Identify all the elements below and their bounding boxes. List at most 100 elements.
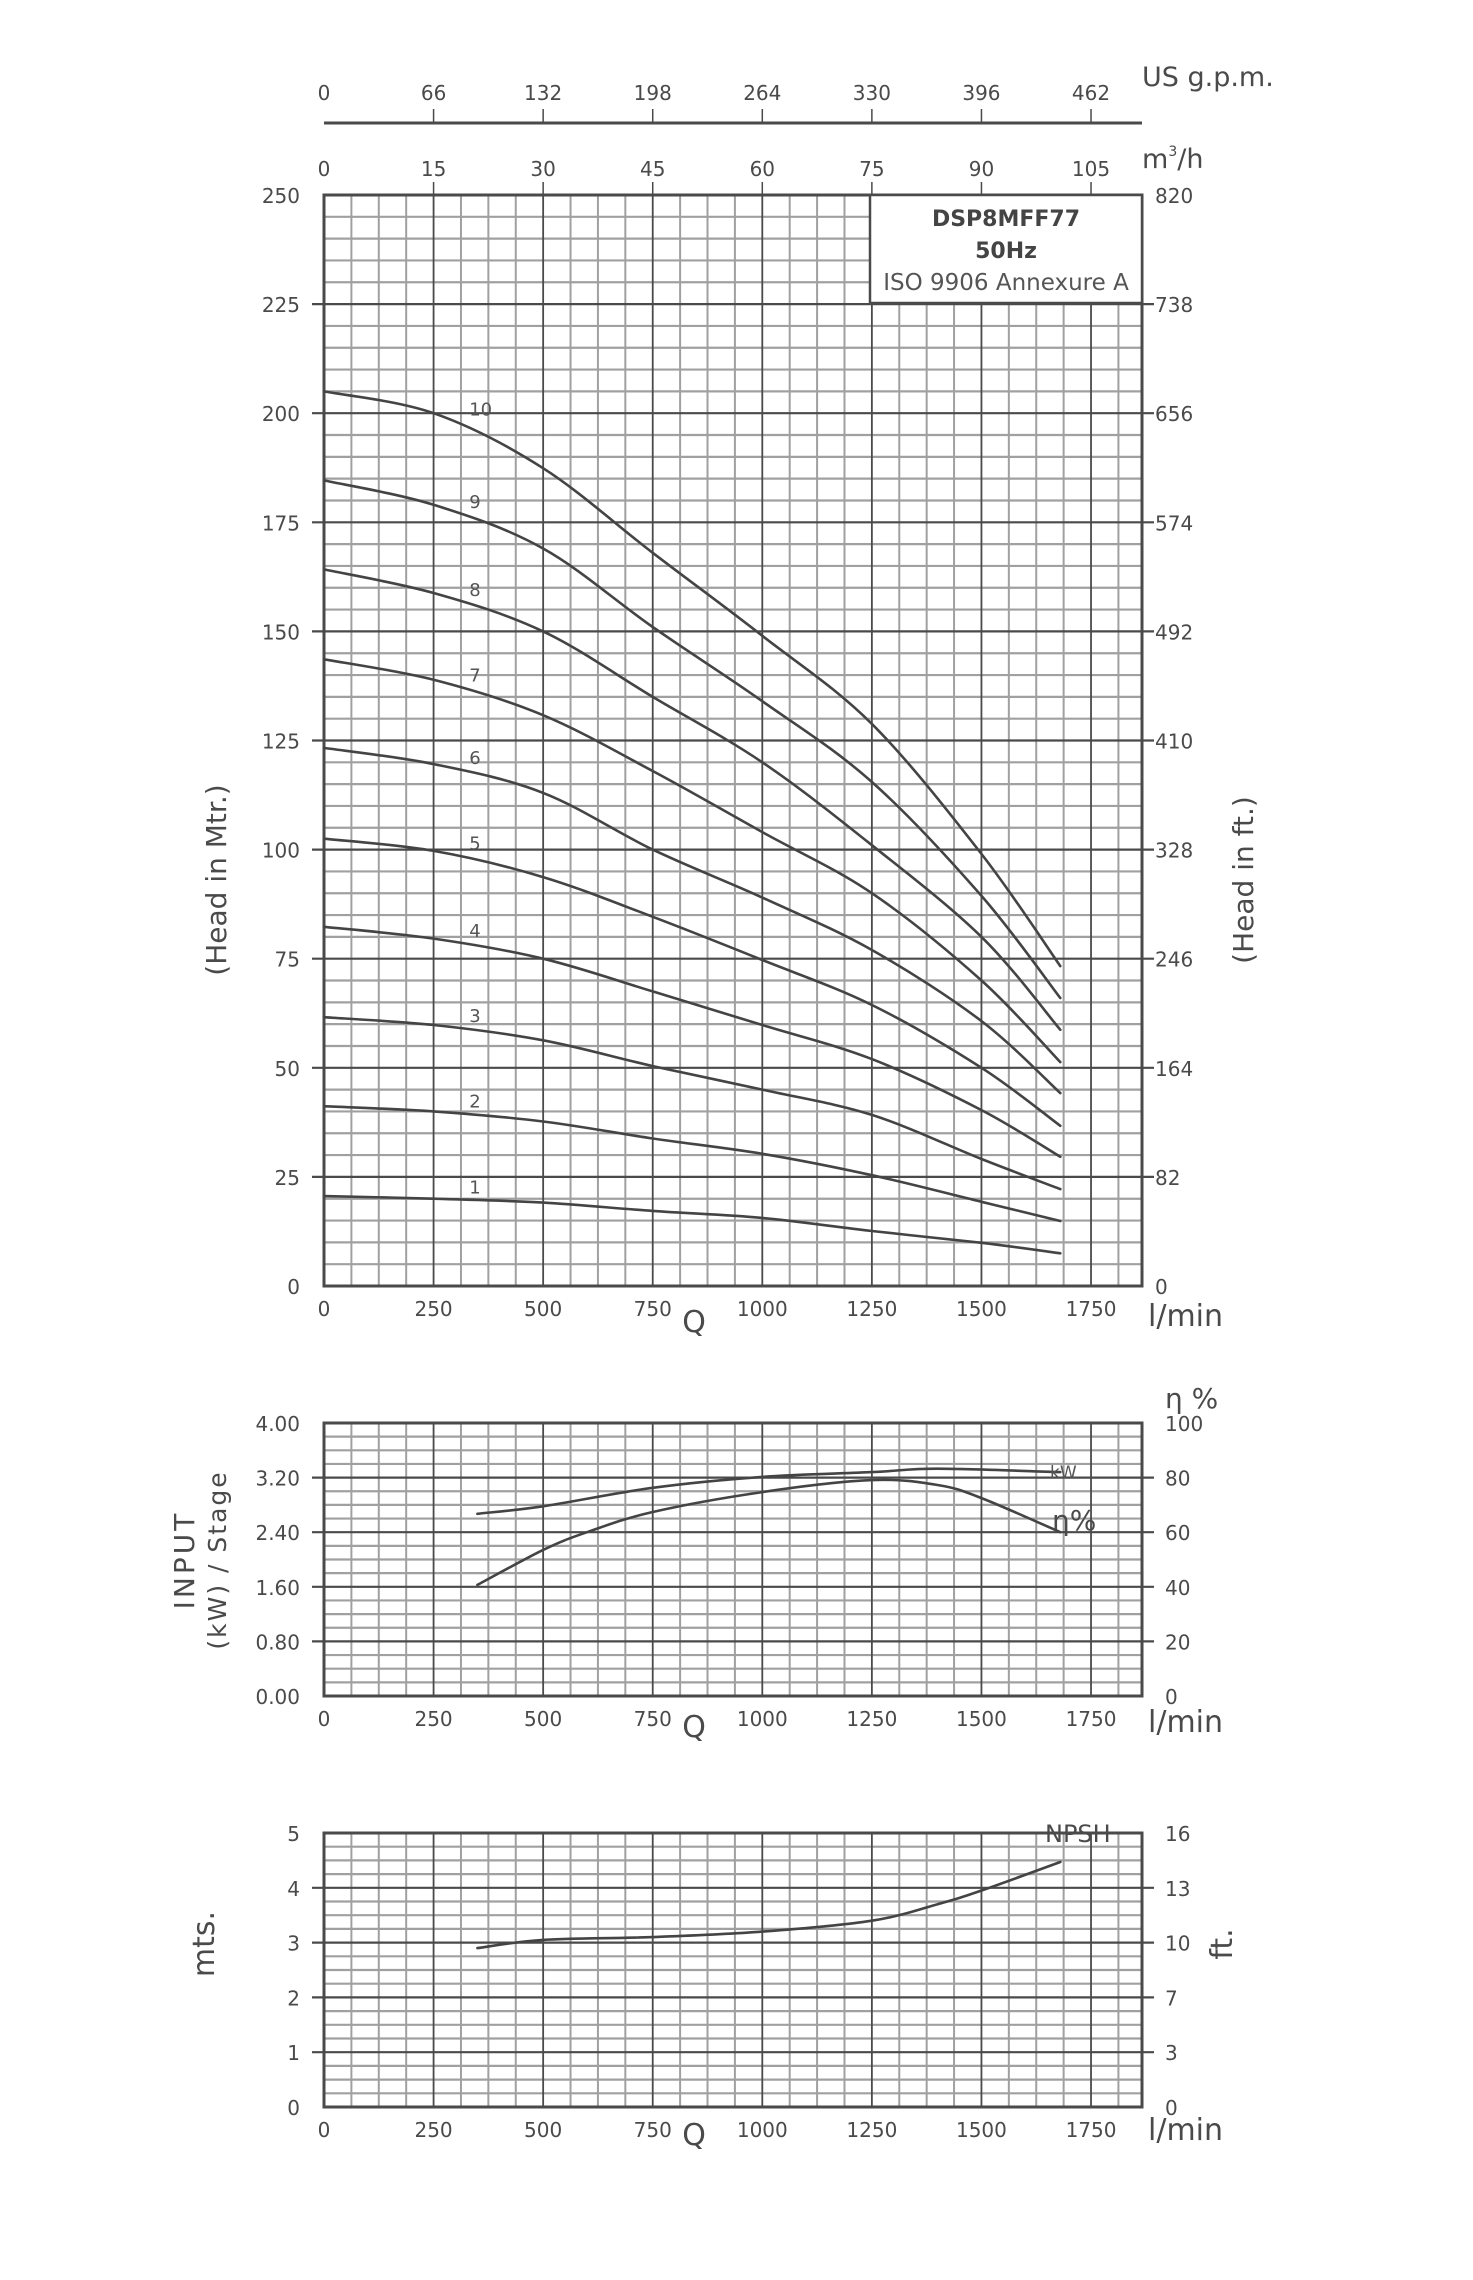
plot-frame	[322, 1831, 1144, 2109]
m3h-tick-label: 60	[750, 157, 775, 181]
m3h-ticks: 0 15 30 45 60 75 90 105	[318, 157, 1110, 195]
npsh-grid	[312, 1831, 1154, 2109]
gpm-tick-label: 132	[524, 81, 562, 105]
stage-label-10: 10	[469, 399, 492, 420]
npsh-curve	[476, 1860, 1062, 1950]
y-tick-label: 574	[1155, 511, 1193, 535]
stage-label-3: 3	[469, 1006, 480, 1027]
gpm-axis: 0 66 132 198 264 330 396 462 US g.p.m.	[318, 62, 1274, 125]
standard-label: ISO 9906 Annexure A	[883, 270, 1129, 296]
y-tick-label: 820	[1155, 184, 1193, 208]
model-title-box: DSP8MFF77 50Hz ISO 9906 Annexure A	[868, 193, 1144, 305]
m3h-tick-label: 0	[318, 157, 331, 181]
power-left-ticks: 4.00 3.20 2.40 1.60 0.80 0.00	[255, 1412, 300, 1709]
x-tick-label: 250	[414, 1707, 452, 1731]
gpm-ticks: 0 66 132 198 264 330 396 462	[318, 81, 1110, 123]
gpm-tick-label: 264	[743, 81, 781, 105]
x-tick-label: 750	[634, 2118, 672, 2142]
m3h-tick-label: 90	[969, 157, 994, 181]
head-x-unit: l/min	[1148, 1299, 1223, 1334]
npsh-left-title: mts.	[187, 1911, 222, 1977]
y-tick-label: 0.80	[255, 1630, 300, 1654]
head-curve-stage-2	[322, 1104, 1062, 1223]
x-tick-label: 250	[414, 2118, 452, 2142]
y-tick-label: 0	[1165, 2096, 1178, 2120]
gpm-tick-label: 396	[962, 81, 1000, 105]
power-left-title-2: (kW) / Stage	[203, 1470, 232, 1649]
y-tick-label: 75	[275, 948, 300, 972]
npsh-left-ticks: 5 4 3 2 1 0	[287, 1822, 300, 2120]
power-right-ticks: 100 80 60 40 20 0	[1165, 1412, 1203, 1709]
x-tick-label: 0	[318, 1297, 331, 1321]
model-name: DSP8MFF77	[932, 207, 1080, 232]
power-chart: 4.00 3.20 2.40 1.60 0.80 0.00 100 80 60 40 20 0 0 2…	[168, 1382, 1223, 1745]
npsh-curves	[476, 1860, 1062, 1950]
y-tick-label: 150	[262, 620, 300, 644]
x-tick-label: 1750	[1066, 1707, 1117, 1731]
m3h-tick-label: 45	[640, 157, 665, 181]
y-tick-label: 13	[1165, 1877, 1190, 1901]
npsh-x-unit: l/min	[1148, 2113, 1223, 2148]
y-tick-label: 0	[287, 2096, 300, 2120]
x-tick-label: 0	[318, 1707, 331, 1731]
y-tick-label: 1	[287, 2041, 300, 2065]
power-curves	[476, 1467, 1062, 1587]
y-tick-label: 492	[1155, 620, 1193, 644]
title-box-frame	[868, 193, 1144, 305]
head-x-ticks: 0 250 500 750 1000 1250 1500 1750	[318, 1297, 1117, 1321]
y-tick-label: 25	[275, 1166, 300, 1190]
y-tick-label: 250	[262, 184, 300, 208]
y-tick-label: 0	[287, 1275, 300, 1299]
y-tick-label: 80	[1165, 1467, 1190, 1491]
m3h-tick-label: 75	[859, 157, 884, 181]
y-tick-label: 0	[1165, 1685, 1178, 1709]
m3h-unit-sup: 3	[1168, 144, 1177, 160]
head-curve-stage-10	[322, 390, 1062, 968]
head-x-label: Q	[682, 1305, 706, 1340]
power-x-ticks: 0 250 500 750 1000 1250 1500 1750	[318, 1707, 1117, 1731]
stage-label-1: 1	[469, 1178, 480, 1199]
npsh-right-title: ft.	[1205, 1928, 1240, 1959]
y-tick-label: 16	[1165, 1822, 1190, 1846]
y-tick-label: 1.60	[255, 1576, 300, 1600]
y-tick-label: 10	[1165, 1932, 1190, 1956]
y-tick-label: 246	[1155, 948, 1193, 972]
x-tick-label: 1750	[1066, 2118, 1117, 2142]
y-tick-label: 50	[275, 1057, 300, 1081]
x-tick-label: 1000	[737, 2118, 788, 2142]
y-tick-label: 2	[287, 1986, 300, 2010]
m3h-tick-label: 30	[530, 157, 555, 181]
y-tick-label: 410	[1155, 730, 1193, 754]
y-tick-label: 0.00	[255, 1685, 300, 1709]
m3h-unit-label: m3/h	[1142, 144, 1203, 175]
power-left-title-1: INPUT	[168, 1511, 201, 1610]
gpm-tick-label: 0	[318, 81, 331, 105]
y-tick-label: 60	[1165, 1521, 1190, 1545]
x-tick-label: 500	[524, 1707, 562, 1731]
npsh-x-ticks: 0 250 500 750 1000 1250 1500 1750	[318, 2118, 1117, 2142]
plot-frame	[322, 193, 1144, 1288]
x-tick-label: 250	[414, 1297, 452, 1321]
y-tick-label: 3.20	[255, 1467, 300, 1491]
y-tick-label: 100	[262, 839, 300, 863]
head-curve-stage-1	[322, 1194, 1062, 1255]
x-tick-label: 1500	[956, 1707, 1007, 1731]
x-tick-label: 500	[524, 2118, 562, 2142]
y-tick-label: 125	[262, 730, 300, 754]
head-left-title: (Head in Mtr.)	[200, 784, 233, 975]
plot-frame	[322, 1421, 1144, 1698]
power-x-label: Q	[682, 1710, 706, 1745]
stage-label-4: 4	[469, 921, 480, 942]
stage-label-6: 6	[469, 748, 480, 769]
head-curve-stage-6	[322, 746, 1062, 1095]
head-curve-stage-3	[322, 1015, 1062, 1191]
x-tick-label: 1000	[737, 1707, 788, 1731]
x-tick-label: 1250	[846, 1707, 897, 1731]
head-curve-stage-4	[322, 925, 1062, 1159]
head-curve-stage-9	[322, 479, 1062, 1000]
head-grid	[312, 193, 1154, 1288]
gpm-unit-label: US g.p.m.	[1142, 62, 1274, 93]
gpm-tick-label: 66	[421, 81, 446, 105]
y-tick-label: 5	[287, 1822, 300, 1846]
